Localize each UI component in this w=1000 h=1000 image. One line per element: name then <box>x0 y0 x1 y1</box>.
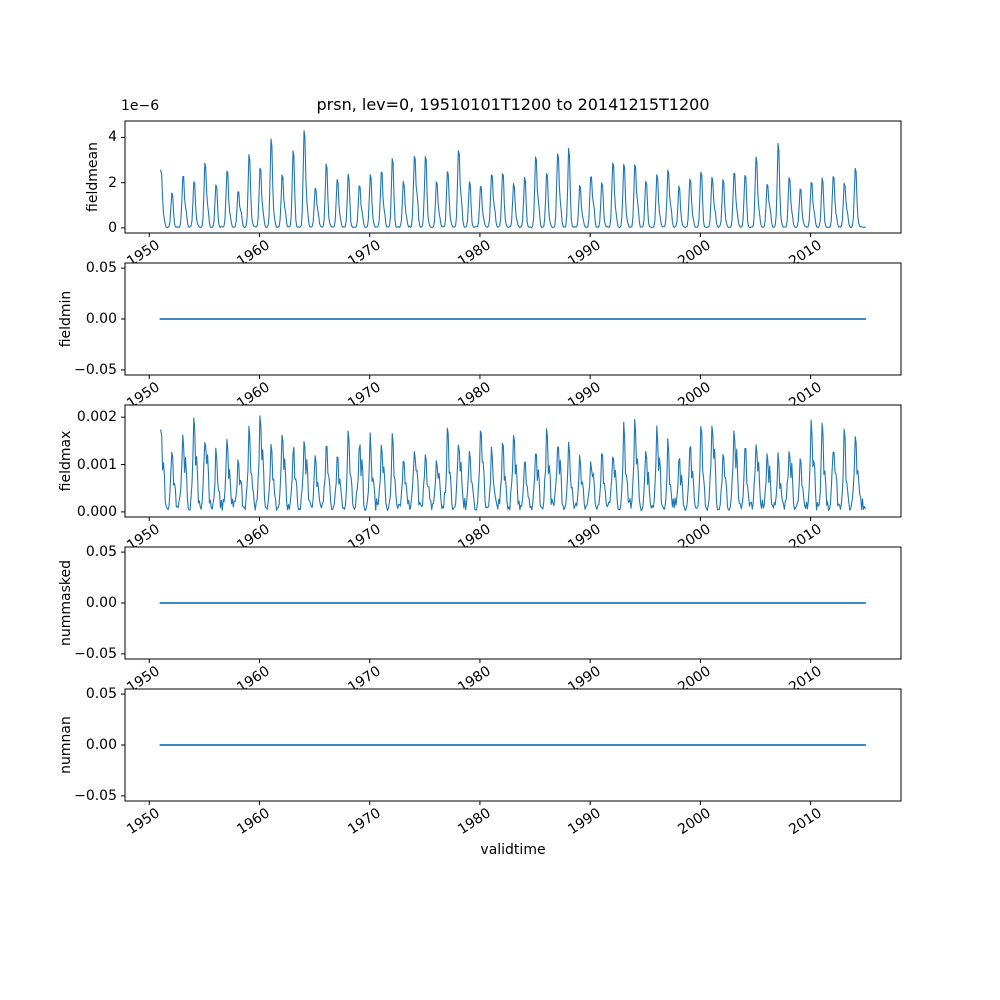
y-axis-offset-label: 1e−6 <box>121 98 160 114</box>
subplot-fieldmax <box>121 404 902 521</box>
y-tick-label: 0.000 <box>76 503 117 520</box>
ylabel-nummasked: nummasked <box>58 559 74 647</box>
y-tick-label: 0.001 <box>76 456 117 473</box>
y-tick-label: 0.00 <box>85 311 117 327</box>
ylabel-fieldmin: fieldmin <box>58 290 74 348</box>
y-tick-label: 0.002 <box>76 409 117 426</box>
data-line-fieldmax <box>160 415 866 511</box>
data-line-fieldmean <box>160 130 866 228</box>
ylabel-fieldmean: fieldmean <box>85 142 101 212</box>
y-tick-label: 0 <box>108 219 117 236</box>
figure-title: prsn, lev=0, 19510101T1200 to 20141215T1… <box>316 95 710 114</box>
y-tick-label: −0.05 <box>74 787 117 804</box>
y-tick-label: 2 <box>108 174 117 191</box>
y-tick-label: 0.00 <box>85 595 117 611</box>
subplot-numnan <box>121 688 902 805</box>
y-tick-label: 0.05 <box>85 686 117 703</box>
subplot-nummasked <box>121 546 902 663</box>
x-axis-label: validtime <box>480 842 546 858</box>
ylabel-numnan: numnan <box>58 716 74 774</box>
ylabel-fieldmax: fieldmax <box>58 430 74 492</box>
y-tick-label: 0.05 <box>85 544 117 561</box>
y-tick-label: −0.05 <box>74 361 117 378</box>
axes-frame-fieldmean <box>124 120 902 234</box>
y-tick-label: 4 <box>108 129 117 146</box>
y-tick-label: 0.05 <box>85 260 117 277</box>
subplot-fieldmean <box>121 120 902 237</box>
y-tick-label: −0.05 <box>74 645 117 662</box>
y-tick-label: 0.00 <box>85 737 117 753</box>
subplot-fieldmin <box>121 262 902 379</box>
